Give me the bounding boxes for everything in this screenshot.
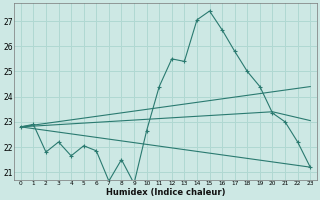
X-axis label: Humidex (Indice chaleur): Humidex (Indice chaleur) bbox=[106, 188, 225, 197]
